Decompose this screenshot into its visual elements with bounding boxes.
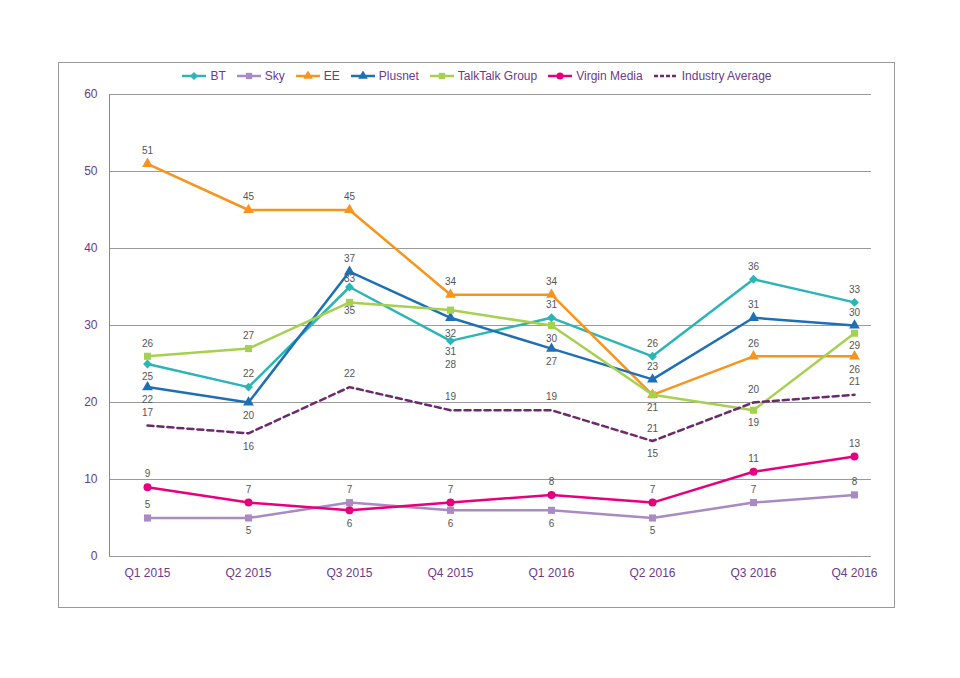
- html-text:TalkTalk Group: TalkTalk Group: [457, 68, 538, 83]
- svg-text:32: 32: [445, 328, 457, 339]
- svg-text:Q1 2016: Q1 2016: [528, 566, 574, 580]
- svg-text:20: 20: [84, 395, 98, 409]
- svg-text:33: 33: [849, 284, 861, 295]
- html-text:BT: BT: [210, 68, 226, 83]
- svg-text:35: 35: [344, 305, 356, 316]
- svg-text:31: 31: [546, 299, 558, 310]
- svg-text:7: 7: [650, 484, 656, 495]
- svg-text:19: 19: [445, 391, 457, 402]
- svg-text:29: 29: [849, 340, 861, 351]
- svg-text:60: 60: [84, 87, 98, 101]
- svg-text:51: 51: [142, 145, 154, 156]
- html-text:Virgin Media: Virgin Media: [576, 68, 643, 83]
- svg-text:25: 25: [142, 371, 154, 382]
- html-text:Sky: Sky: [264, 68, 285, 83]
- svg-text:10: 10: [84, 472, 98, 486]
- svg-text:Q4 2016: Q4 2016: [831, 566, 877, 580]
- svg-text:5: 5: [145, 499, 151, 510]
- svg-text:33: 33: [344, 273, 356, 284]
- svg-text:31: 31: [445, 346, 457, 357]
- svg-text:6: 6: [347, 518, 353, 529]
- svg-text:27: 27: [243, 330, 255, 341]
- svg-text:5: 5: [650, 525, 656, 536]
- svg-text:22: 22: [243, 368, 255, 379]
- svg-text:0: 0: [91, 549, 98, 563]
- svg-text:45: 45: [344, 191, 356, 202]
- svg-text:Q3 2015: Q3 2015: [326, 566, 372, 580]
- svg-text:20: 20: [748, 384, 760, 395]
- svg-text:6: 6: [448, 518, 454, 529]
- svg-text:Q2 2015: Q2 2015: [225, 566, 271, 580]
- svg-text:15: 15: [647, 448, 659, 459]
- svg-text:26: 26: [849, 364, 861, 375]
- html-text:Industry Average: Industry Average: [681, 68, 772, 83]
- svg-text:22: 22: [142, 394, 154, 405]
- svg-text:7: 7: [448, 484, 454, 495]
- svg-text:28: 28: [445, 359, 457, 370]
- svg-text:34: 34: [445, 276, 457, 287]
- svg-text:7: 7: [347, 484, 353, 495]
- svg-text:Q1 2015: Q1 2015: [124, 566, 170, 580]
- svg-text:5: 5: [246, 525, 252, 536]
- svg-text:30: 30: [546, 333, 558, 344]
- svg-text:22: 22: [344, 368, 356, 379]
- svg-text:40: 40: [84, 241, 98, 255]
- svg-text:8: 8: [852, 476, 858, 487]
- svg-text:7: 7: [751, 484, 757, 495]
- svg-text:31: 31: [748, 299, 760, 310]
- svg-text:37: 37: [344, 253, 356, 264]
- svg-text:11: 11: [748, 453, 759, 464]
- svg-text:36: 36: [748, 261, 760, 272]
- svg-text:27: 27: [546, 356, 558, 367]
- svg-text:34: 34: [546, 276, 558, 287]
- svg-text:21: 21: [849, 376, 861, 387]
- svg-text:45: 45: [243, 191, 255, 202]
- svg-text:13: 13: [849, 438, 861, 449]
- svg-text:50: 50: [84, 164, 98, 178]
- svg-text:19: 19: [546, 391, 558, 402]
- svg-text:6: 6: [549, 518, 555, 529]
- html-text:Plusnet: Plusnet: [378, 68, 419, 83]
- html-text:EE: EE: [323, 68, 340, 83]
- svg-text:Q2 2016: Q2 2016: [629, 566, 675, 580]
- svg-text:17: 17: [142, 407, 154, 418]
- svg-text:19: 19: [748, 417, 760, 428]
- svg-text:20: 20: [243, 410, 255, 421]
- svg-text:8: 8: [549, 476, 555, 487]
- svg-text:21: 21: [647, 423, 659, 434]
- svg-text:26: 26: [647, 338, 659, 349]
- svg-text:30: 30: [849, 307, 861, 318]
- svg-text:26: 26: [142, 338, 154, 349]
- svg-text:7: 7: [246, 484, 252, 495]
- svg-text:9: 9: [145, 468, 151, 479]
- svg-text:Q3 2016: Q3 2016: [730, 566, 776, 580]
- svg-text:21: 21: [647, 402, 659, 413]
- svg-text:23: 23: [647, 361, 659, 372]
- svg-text:26: 26: [748, 338, 760, 349]
- svg-text:30: 30: [84, 318, 98, 332]
- svg-text:Q4 2015: Q4 2015: [427, 566, 473, 580]
- svg-text:16: 16: [243, 441, 255, 452]
